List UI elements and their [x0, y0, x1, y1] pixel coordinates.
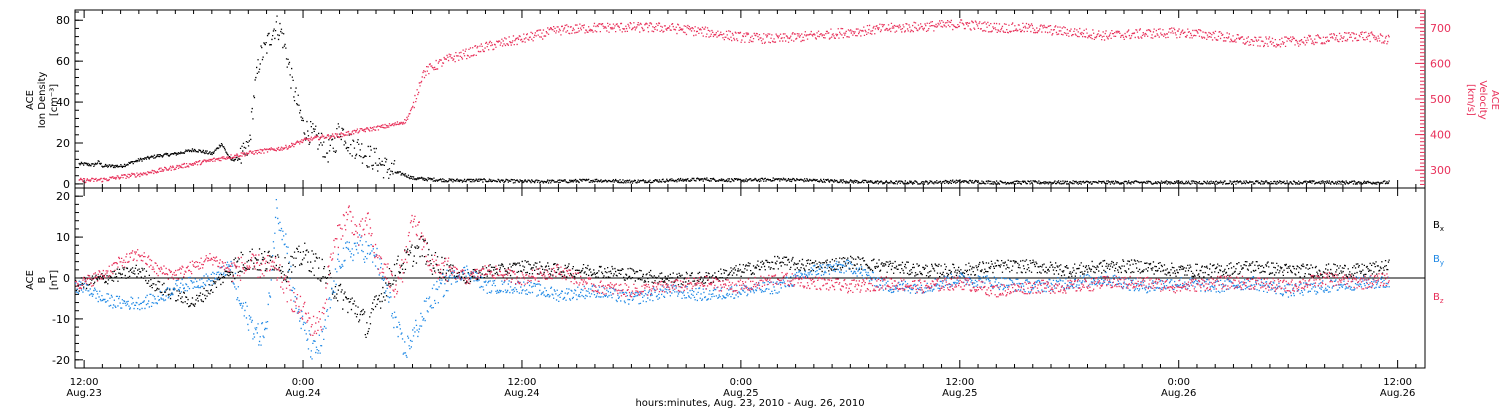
by-series-dots [75, 199, 1390, 360]
x-tick-label-date: Aug.23 [66, 388, 101, 399]
velocity-series-dots [78, 19, 1390, 184]
y-tick-label: 20 [56, 137, 70, 150]
x-tick-label-time: 12:00 [70, 377, 99, 388]
density-axis-title: ACE Ion Density [cm⁻³] [25, 72, 60, 129]
velocity-axis-ticks: 300 400 500 600 700 [1415, 9, 1451, 189]
y-tick-label: 700 [1430, 22, 1451, 35]
velocity-title-line1: ACE [1489, 90, 1500, 110]
y-tick-label: 0 [63, 272, 70, 285]
density-title-line2: Ion Density [37, 72, 48, 129]
x-tick-label-date: Aug.26 [1161, 388, 1196, 399]
x-tick-label-date: Aug.24 [285, 388, 320, 399]
density-dots [78, 15, 1390, 185]
y-tick-label: -20 [52, 354, 70, 367]
y-tick-label: 400 [1430, 129, 1451, 142]
x-tick-label-time: 0:00 [292, 377, 314, 388]
density-title-line3: [cm⁻³] [49, 84, 60, 116]
top-panel-frame [74, 9, 1426, 189]
y-tick-label: 80 [56, 14, 70, 27]
field-title-line1: ACE [25, 270, 36, 290]
y-tick-label: 60 [56, 55, 70, 68]
x-tick-label-time: 0:00 [1167, 377, 1189, 388]
x-tick-label-time: 12:00 [1383, 377, 1412, 388]
y-tick-label: 500 [1430, 93, 1451, 106]
x-tick-label-time: 12:00 [508, 377, 537, 388]
legend-bx: Bx [1433, 220, 1444, 233]
legend-by: By [1433, 254, 1444, 267]
y-tick-label: -10 [52, 313, 70, 326]
field-axis-ticks: -20 -10 0 10 20 [52, 187, 83, 369]
x-tick-label-date: Aug.25 [942, 388, 977, 399]
by-dots [75, 199, 1390, 360]
x-tick-label-time: 12:00 [945, 377, 974, 388]
y-tick-label: 20 [56, 190, 70, 203]
field-legend: Bx By Bz [1433, 220, 1444, 305]
density-axis-ticks: 0 20 40 60 80 [56, 11, 83, 191]
field-title-line2: B [37, 276, 48, 283]
magnetic-field-panel: -20 -10 0 10 20 ACE B [nT] Bx By Bz [25, 187, 1444, 369]
y-tick-label: 40 [56, 96, 70, 109]
time-axis-title: hours:minutes, Aug. 23, 2010 - Aug. 26, … [635, 398, 864, 409]
velocity-dots [78, 19, 1390, 184]
x-tick-label-date: Aug.26 [1380, 388, 1415, 399]
y-tick-label: 600 [1430, 57, 1451, 70]
density-series-dots [78, 15, 1390, 185]
time-axis-ticks: 12:00Aug.230:00Aug.2412:00Aug.240:00Aug.… [66, 10, 1417, 399]
y-tick-label: 10 [56, 231, 70, 244]
velocity-axis-title: ACE Velocity [km/s] [1465, 80, 1500, 119]
x-tick-label-time: 0:00 [730, 377, 752, 388]
velocity-title-line2: Velocity [1477, 80, 1488, 119]
velocity-title-line3: [km/s] [1465, 84, 1476, 116]
field-title-line3: [nT] [49, 270, 60, 290]
bx-series-dots [75, 235, 1390, 338]
density-title-line1: ACE [25, 90, 36, 110]
legend-bz: Bz [1433, 292, 1444, 305]
field-axis-title: ACE B [nT] [25, 270, 60, 290]
x-tick-label-date: Aug.24 [504, 388, 539, 399]
bx-dots [75, 235, 1390, 338]
density-velocity-panel: 0 20 40 60 80 300 400 500 600 700 ACE Ion Densit… [25, 9, 1500, 191]
y-tick-label: 0 [63, 178, 70, 191]
y-tick-label: 300 [1430, 164, 1451, 177]
x-tick-label-date: Aug.25 [723, 388, 758, 399]
